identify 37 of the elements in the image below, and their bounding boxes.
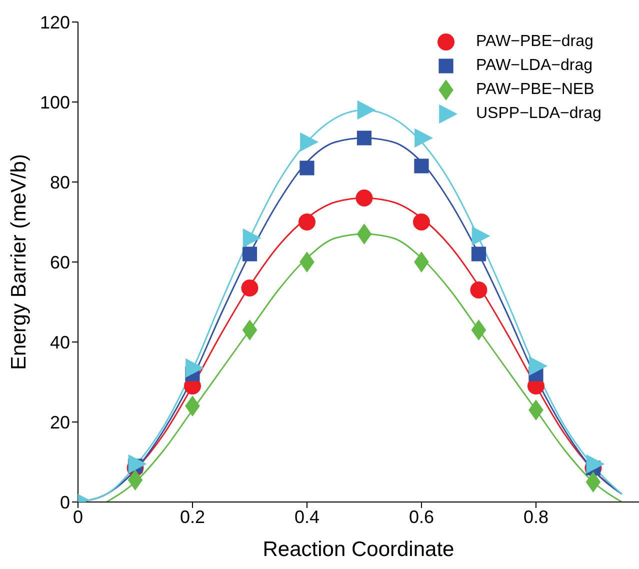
point: [470, 282, 488, 298]
point: [356, 130, 372, 146]
point: [471, 320, 486, 340]
x-tick-label: 0.6: [408, 506, 434, 527]
legend-label: PAW−PBE−drag: [476, 33, 594, 51]
point: [242, 320, 258, 340]
point: [242, 246, 258, 262]
point: [414, 158, 429, 174]
y-tick-label: 100: [40, 92, 70, 112]
point: [414, 252, 429, 272]
point: [300, 252, 314, 272]
point: [356, 190, 373, 206]
y-tick-label: 20: [50, 412, 70, 432]
y-axis-title: Energy Barrier (meV/b): [7, 154, 30, 370]
x-tick-label: 0: [72, 506, 84, 527]
point: [356, 224, 372, 244]
x-tick-label: 0.4: [294, 506, 320, 527]
legend-label: PAW−LDA−drag: [476, 57, 592, 75]
point: [471, 246, 486, 262]
y-tick-label: 40: [50, 332, 70, 352]
point: [412, 214, 430, 230]
x-tick-label: 0.2: [180, 506, 206, 527]
point: [298, 214, 316, 230]
point: [586, 472, 601, 492]
point: [528, 400, 544, 420]
point: [128, 470, 143, 490]
y-tick-label: 0: [60, 492, 70, 512]
point: [300, 160, 314, 176]
point: [241, 280, 258, 296]
legend-label: USPP−LDA−drag: [476, 105, 602, 123]
point: [185, 396, 200, 416]
y-tick-label: 120: [40, 12, 70, 32]
y-tick-label: 60: [50, 252, 70, 272]
legend-label: PAW−PBE−NEB: [476, 81, 594, 99]
x-axis-title: Reaction Coordinate: [262, 538, 454, 561]
x-tick-label: 0.8: [523, 506, 548, 527]
y-tick-label: 80: [50, 172, 70, 192]
